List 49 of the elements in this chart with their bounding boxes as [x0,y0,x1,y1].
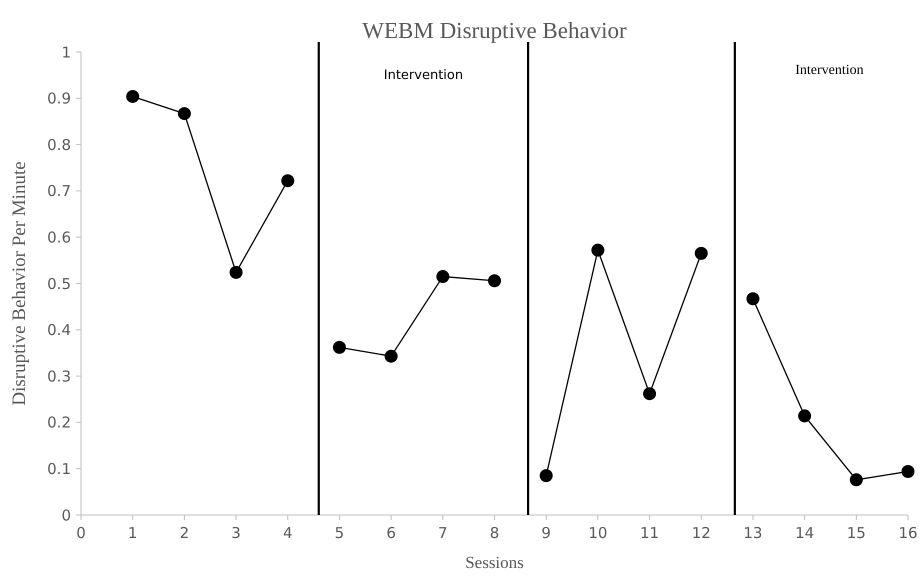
x-tick-label: 3 [231,524,241,542]
x-tick-label: 1 [128,524,138,542]
point [436,270,450,284]
point [332,340,346,354]
point [126,90,140,103]
x-axis-title: Sessions [465,553,524,572]
point [178,107,191,120]
point [746,292,760,306]
x-tick-label: 11 [640,524,660,542]
point [798,409,812,422]
x-tick-label: 16 [898,524,918,542]
point [488,274,501,288]
y-tick-label: 0.4 [47,321,71,340]
x-tick-label: 12 [692,524,711,542]
x-tick-label: 15 [846,524,866,542]
point [643,387,656,400]
point [540,469,553,482]
x-tick-label: 6 [386,524,396,542]
y-tick-label: 0.5 [47,274,71,293]
point [694,246,708,260]
y-tick-label: 1 [61,43,71,62]
y-tick-label: 0.1 [47,460,71,478]
x-tick-label: 10 [588,524,608,542]
y-tick-label: 0.3 [47,367,71,386]
y-tick-label: 0.9 [47,90,71,108]
x-tick-label: 8 [490,524,500,542]
x-tick-label: 13 [743,524,762,542]
x-tick-label: 4 [282,524,293,542]
x-tick-label: 2 [180,524,190,542]
y-tick-label: 0.8 [47,136,71,154]
x-tick-label: 14 [795,524,814,542]
point [850,473,863,486]
x-tick-label: 7 [438,524,448,542]
point [902,464,914,478]
y-axis-title: Disruptive Behavior Per Minute [9,161,30,406]
x-tick-label: 0 [76,524,86,542]
x-tick-label: 5 [334,524,344,542]
point [281,174,294,188]
y-tick-label: 0 [61,506,71,524]
annotation: Intervention [795,63,864,78]
point [230,266,243,279]
point [591,244,604,257]
y-tick-label: 0.6 [47,228,71,246]
y-tick-label: 0.7 [47,182,71,200]
y-tick-label: 0.2 [47,414,71,432]
x-tick-label: 9 [541,524,551,542]
annotation: Intervention [384,68,464,83]
chart-title: WEBM Disruptive Behavior [362,18,628,43]
point [384,350,398,363]
